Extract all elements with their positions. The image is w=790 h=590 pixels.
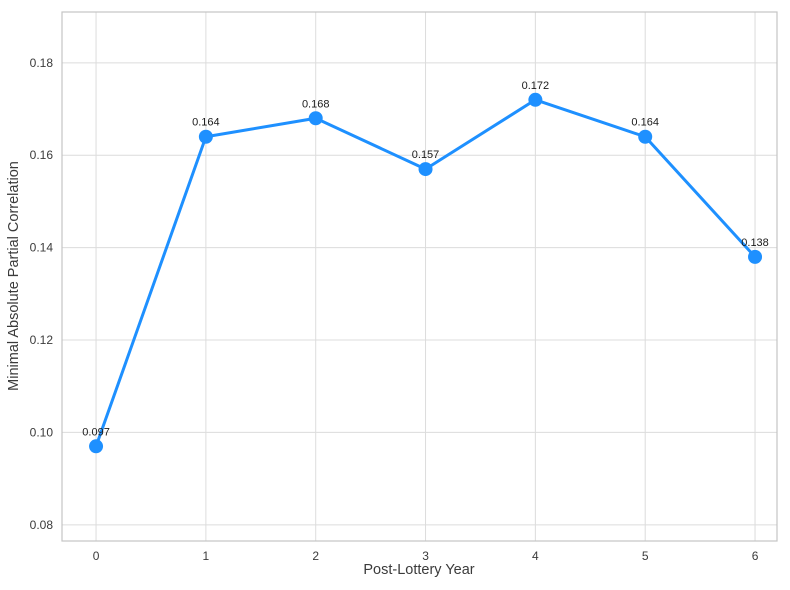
point-value-label: 0.097	[82, 426, 110, 438]
point-value-label: 0.172	[522, 80, 550, 92]
y-axis-label: Minimal Absolute Partial Correlation	[6, 161, 22, 391]
data-point	[528, 92, 543, 107]
x-tick-label: 1	[203, 549, 210, 563]
y-tick-label: 0.08	[30, 518, 54, 532]
x-tick-label: 2	[312, 549, 319, 563]
data-point	[418, 162, 433, 177]
plot-border	[61, 11, 778, 542]
data-point	[638, 129, 653, 144]
point-labels: 0.097 0.164 0.168 0.157 0.172 0.164 0.138	[82, 80, 769, 439]
data-point	[748, 249, 763, 264]
x-axis-label: Post-Lottery Year	[363, 562, 474, 578]
y-tick-label: 0.16	[30, 148, 54, 162]
x-tick-label: 3	[422, 549, 429, 563]
y-tick-label: 0.12	[30, 333, 54, 347]
x-tick-label: 4	[532, 549, 539, 563]
x-tick-label: 0	[93, 549, 100, 563]
gridlines	[62, 12, 777, 541]
x-tick-label: 6	[752, 549, 759, 563]
point-value-label: 0.157	[412, 149, 440, 161]
y-tick-labels: 0.08 0.10 0.12 0.14 0.16 0.18	[30, 56, 54, 532]
data-point	[198, 129, 213, 144]
x-tick-labels: 0 1 2 3 4 5 6	[93, 549, 759, 563]
point-value-label: 0.138	[741, 237, 769, 249]
data-points	[89, 92, 763, 454]
y-tick-label: 0.10	[30, 425, 54, 439]
y-tick-label: 0.14	[30, 241, 54, 255]
point-value-label: 0.164	[192, 117, 220, 129]
x-tick-label: 5	[642, 549, 649, 563]
y-tick-label: 0.18	[30, 56, 54, 70]
point-value-label: 0.164	[631, 117, 659, 129]
data-point	[89, 439, 104, 454]
data-point	[308, 111, 323, 126]
point-value-label: 0.168	[302, 98, 330, 110]
